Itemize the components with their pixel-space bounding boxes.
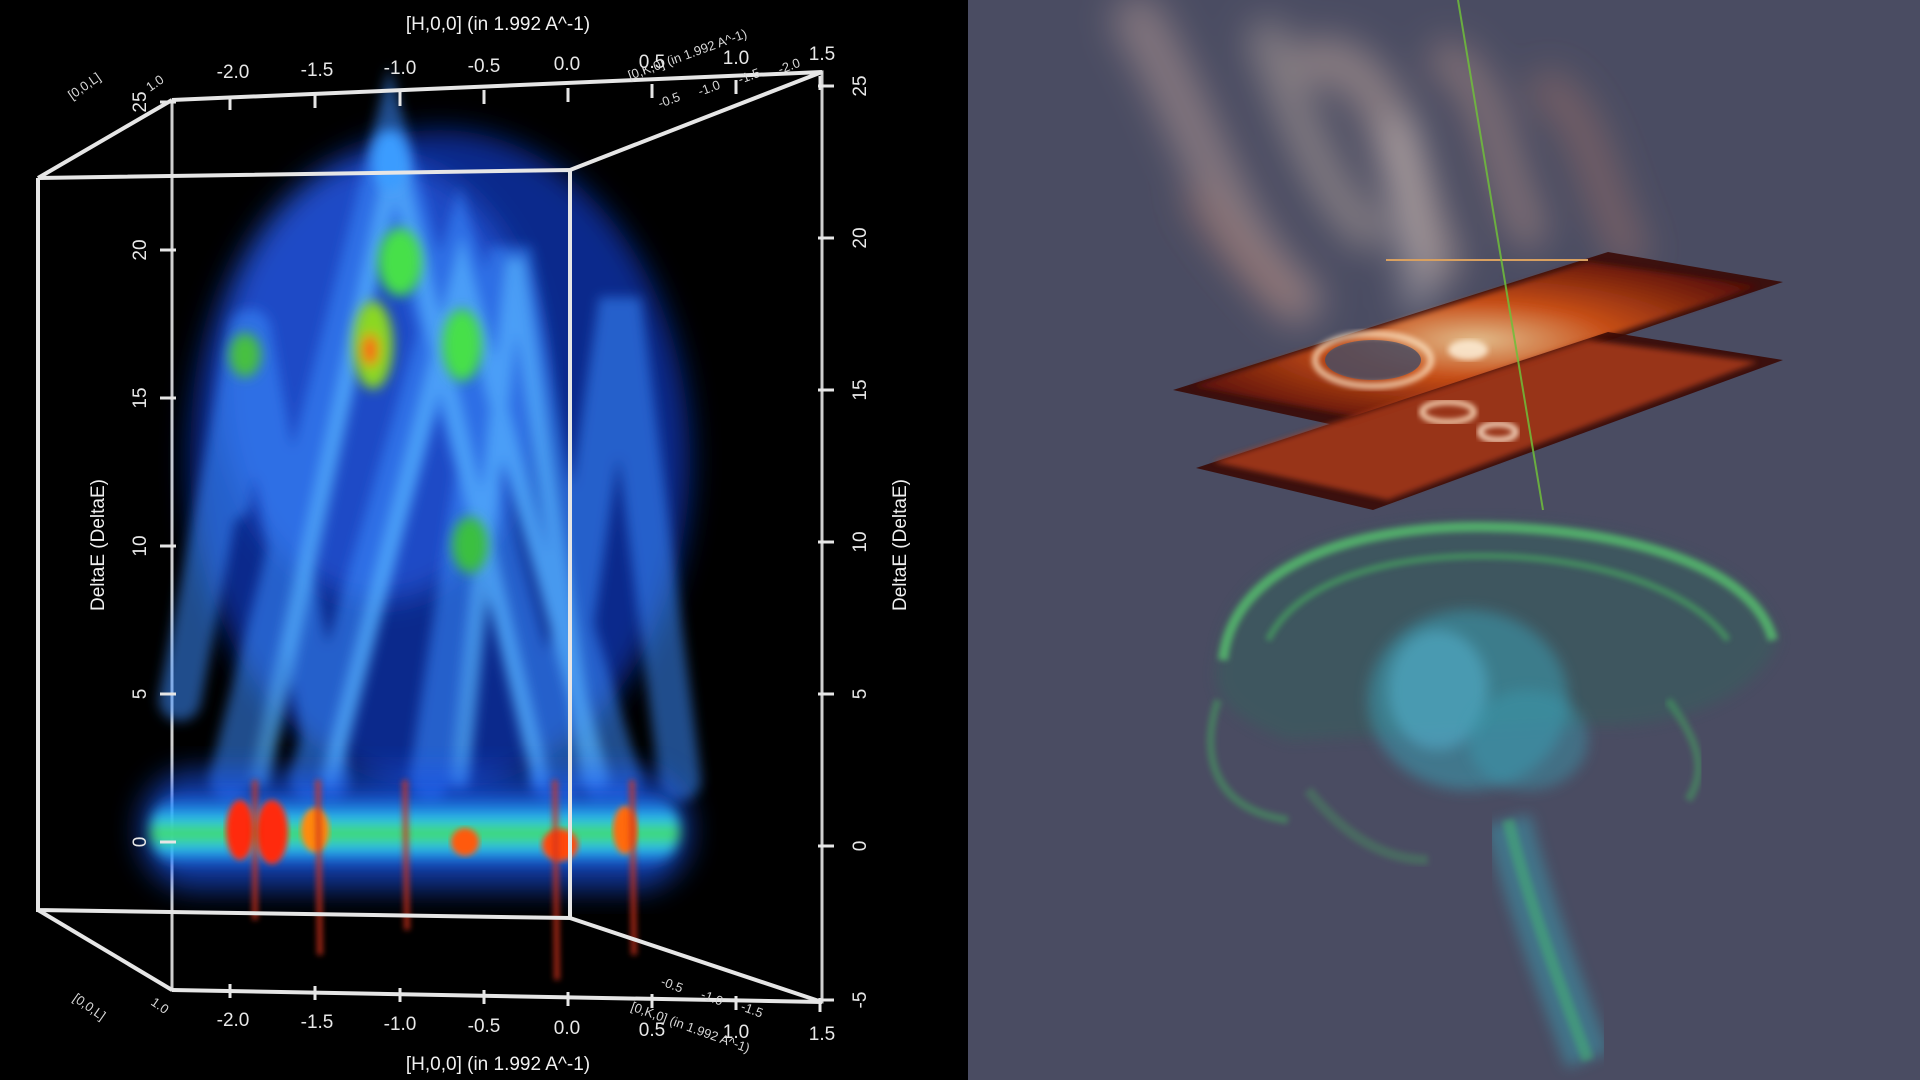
bottom-axis-title: [H,0,0] (in 1.992 A^-1) [406,1054,590,1075]
tick-label: 1.0 [723,48,749,69]
tick-label: 0.0 [554,1018,580,1039]
bottom-h-tick-labels: -2.0 -1.5 -1.0 -0.5 0.0 0.5 1.0 1.5 [217,1010,836,1045]
tick-label: 0.5 [639,52,665,73]
tick-label: 0.5 [639,1020,665,1041]
tick-label: -1.5 [739,999,765,1021]
top-axis-title: [H,0,0] (in 1.992 A^-1) [406,14,590,35]
tick-label: -1.5 [301,60,334,81]
upper-slice [1173,252,1783,428]
tick-label: 0.0 [554,54,580,75]
tick-label: 25 [130,91,151,112]
tick-label: -1.0 [384,1014,417,1035]
tick-label: -2.0 [217,62,250,83]
tick-label: 5 [130,689,151,700]
left-deltae-label: DeltaE (DeltaE) [88,479,109,611]
tick-label: -0.5 [656,89,682,111]
corner-tick-label: 1.0 [143,72,166,95]
tick-label: -1.0 [384,58,417,79]
tick-label: -1.5 [301,1012,334,1033]
tick-label: 25 [850,75,871,96]
tick-label: 5 [850,689,871,700]
brain-volume [1206,521,1778,1069]
volume-render-view [968,0,1920,1080]
right-deltae-tick-labels: -5 0 5 10 15 20 25 [850,75,871,1008]
tick-label: 20 [130,239,151,260]
tick-label: 15 [850,379,871,400]
depth-axis-bottom: -0.5 -1.0 -1.5 [0,K,0] (in 1.992 A^-1) [629,974,765,1056]
tick-label: 20 [850,227,871,248]
volume-svg [1113,0,1783,1069]
corner-axis-label: [0,0,L] [65,69,103,102]
tick-label: -1.0 [699,987,725,1009]
right-deltae-label: DeltaE (DeltaE) [890,479,911,611]
tick-label: -2.0 [776,55,802,77]
elastic-band [140,770,690,981]
tick-label: -1.5 [736,65,762,87]
spectrum-svg: [H,0,0] (in 1.992 A^-1) [H,0,0] (in 1.99… [36,14,911,1075]
translucent-volume-streaks [1113,0,1648,325]
tick-label: 10 [850,531,871,552]
tick-label: -0.5 [659,974,685,996]
lower-slice [1196,332,1783,510]
vertical-axis-line [1457,0,1544,511]
neutron-spectrum-view: [H,0,0] (in 1.992 A^-1) [H,0,0] (in 1.99… [36,14,911,1075]
tick-label: 1.5 [809,44,835,65]
depth-axis-top: -0.5 -1.0 -1.5 -2.0 [0,K,0] (in 1.992 A^… [626,26,802,111]
tick-label: 1.5 [809,1024,835,1045]
tick-label: -1.0 [696,77,722,99]
tick-label: 0 [130,837,151,848]
tick-label: -2.0 [217,1010,250,1031]
tick-label: 1.0 [723,1022,749,1043]
tick-label: -0.5 [468,1016,501,1037]
tick-marks [160,76,834,1012]
corner-axis-label: [0,0,L] [70,990,108,1023]
corner-tick-label: 1.0 [148,994,171,1017]
left-deltae-tick-labels: 0 5 10 15 20 25 [130,91,151,847]
intensity-hotspots [229,130,488,573]
corner-labels: [0,0,L] 1.0 [0,0,L] 1.0 [65,69,172,1023]
box-frame-front [36,70,823,1004]
tick-label: 10 [130,535,151,556]
tick-label: -0.5 [468,56,501,77]
tick-label: 15 [130,387,151,408]
tick-label: -5 [850,992,871,1009]
top-h-tick-labels: -2.0 -1.5 -1.0 -0.5 0.0 0.5 1.0 1.5 [217,44,836,83]
tick-label: 0 [850,841,871,852]
